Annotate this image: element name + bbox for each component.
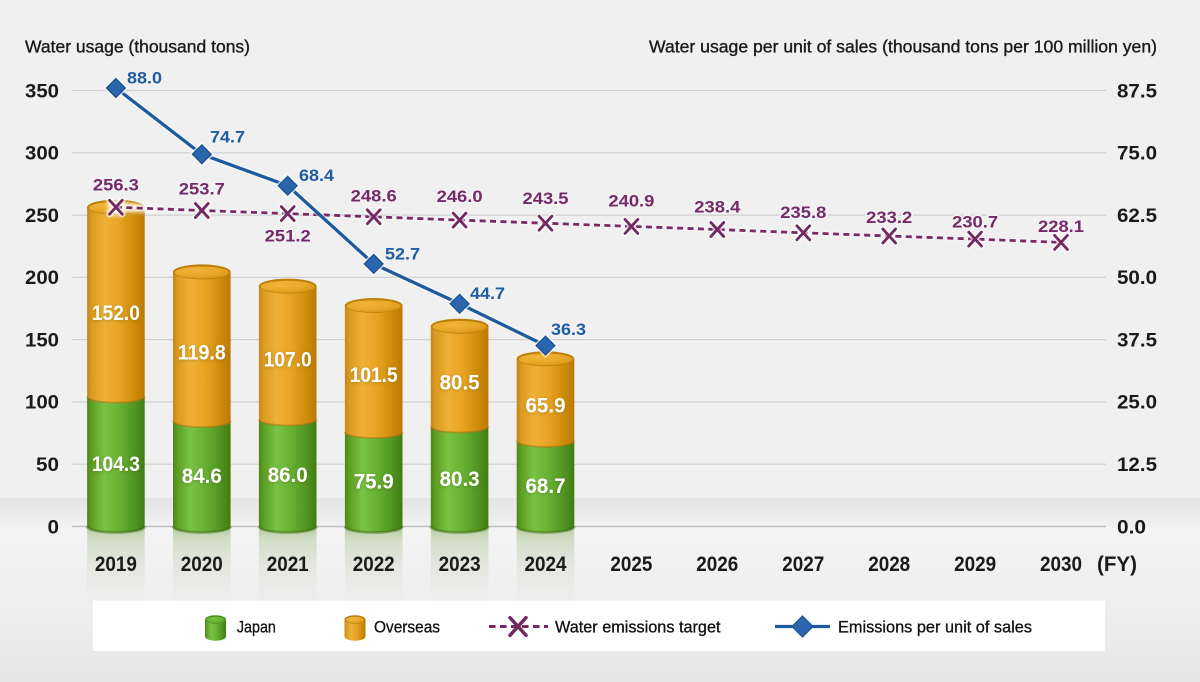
svg-text:250: 250 bbox=[25, 205, 59, 227]
svg-text:246.0: 246.0 bbox=[437, 187, 483, 206]
svg-text:80.3: 80.3 bbox=[440, 468, 480, 491]
svg-text:243.5: 243.5 bbox=[523, 189, 569, 208]
svg-text:235.8: 235.8 bbox=[780, 203, 826, 222]
svg-text:37.5: 37.5 bbox=[1117, 329, 1157, 351]
svg-text:256.3: 256.3 bbox=[93, 176, 139, 195]
svg-text:228.1: 228.1 bbox=[1038, 217, 1084, 236]
svg-text:87.5: 87.5 bbox=[1117, 80, 1157, 102]
svg-text:25.0: 25.0 bbox=[1117, 392, 1157, 414]
svg-text:350: 350 bbox=[25, 80, 59, 102]
svg-text:2027: 2027 bbox=[782, 553, 824, 576]
svg-text:Water usage (thousand tons): Water usage (thousand tons) bbox=[25, 37, 250, 57]
svg-text:150: 150 bbox=[25, 329, 59, 351]
svg-text:2020: 2020 bbox=[181, 553, 223, 576]
svg-text:2024: 2024 bbox=[525, 553, 567, 576]
svg-text:36.3: 36.3 bbox=[551, 320, 586, 339]
svg-text:2019: 2019 bbox=[95, 553, 137, 576]
svg-text:200: 200 bbox=[25, 267, 59, 289]
svg-text:253.7: 253.7 bbox=[179, 179, 225, 198]
svg-text:152.0: 152.0 bbox=[92, 302, 140, 325]
svg-text:0.0: 0.0 bbox=[1117, 516, 1146, 538]
svg-text:75.9: 75.9 bbox=[354, 471, 394, 494]
svg-text:Water usage per unit of sales: Water usage per unit of sales (thousand … bbox=[649, 37, 1157, 57]
svg-text:230.7: 230.7 bbox=[952, 213, 998, 232]
svg-text:2025: 2025 bbox=[610, 553, 652, 576]
svg-text:2021: 2021 bbox=[267, 553, 309, 576]
svg-text:(FY): (FY) bbox=[1097, 553, 1137, 576]
svg-text:251.2: 251.2 bbox=[265, 227, 311, 246]
svg-text:84.6: 84.6 bbox=[182, 465, 222, 488]
svg-text:104.3: 104.3 bbox=[92, 453, 140, 476]
svg-text:119.8: 119.8 bbox=[178, 342, 226, 365]
svg-text:238.4: 238.4 bbox=[694, 198, 741, 217]
svg-text:74.7: 74.7 bbox=[210, 128, 245, 147]
svg-text:88.0: 88.0 bbox=[127, 69, 162, 88]
svg-text:Water emissions target: Water emissions target bbox=[555, 618, 721, 636]
svg-text:100: 100 bbox=[25, 392, 59, 414]
svg-text:62.5: 62.5 bbox=[1117, 205, 1157, 227]
svg-text:52.7: 52.7 bbox=[385, 245, 420, 264]
svg-text:0: 0 bbox=[48, 516, 60, 538]
svg-text:2023: 2023 bbox=[439, 553, 481, 576]
svg-text:68.4: 68.4 bbox=[299, 166, 335, 185]
svg-text:Overseas: Overseas bbox=[374, 618, 440, 636]
svg-text:75.0: 75.0 bbox=[1117, 143, 1157, 165]
svg-text:50: 50 bbox=[36, 454, 59, 476]
svg-text:2026: 2026 bbox=[696, 553, 738, 576]
svg-text:101.5: 101.5 bbox=[350, 364, 398, 387]
svg-text:2029: 2029 bbox=[954, 553, 996, 576]
svg-text:12.5: 12.5 bbox=[1117, 454, 1157, 476]
svg-text:233.2: 233.2 bbox=[866, 208, 912, 227]
svg-text:240.9: 240.9 bbox=[608, 192, 654, 211]
svg-text:2030: 2030 bbox=[1040, 553, 1082, 576]
svg-text:300: 300 bbox=[25, 143, 59, 165]
svg-text:2022: 2022 bbox=[353, 553, 395, 576]
svg-text:65.9: 65.9 bbox=[526, 394, 566, 417]
svg-text:2028: 2028 bbox=[868, 553, 910, 576]
svg-text:Japan: Japan bbox=[237, 618, 276, 636]
svg-text:107.0: 107.0 bbox=[264, 349, 312, 372]
svg-text:Emissions per unit of sales: Emissions per unit of sales bbox=[838, 618, 1032, 636]
svg-text:50.0: 50.0 bbox=[1117, 267, 1157, 289]
svg-text:68.7: 68.7 bbox=[526, 475, 566, 498]
svg-text:80.5: 80.5 bbox=[440, 371, 480, 394]
svg-text:86.0: 86.0 bbox=[268, 464, 308, 487]
svg-text:44.7: 44.7 bbox=[470, 284, 505, 303]
svg-text:248.6: 248.6 bbox=[351, 187, 397, 206]
